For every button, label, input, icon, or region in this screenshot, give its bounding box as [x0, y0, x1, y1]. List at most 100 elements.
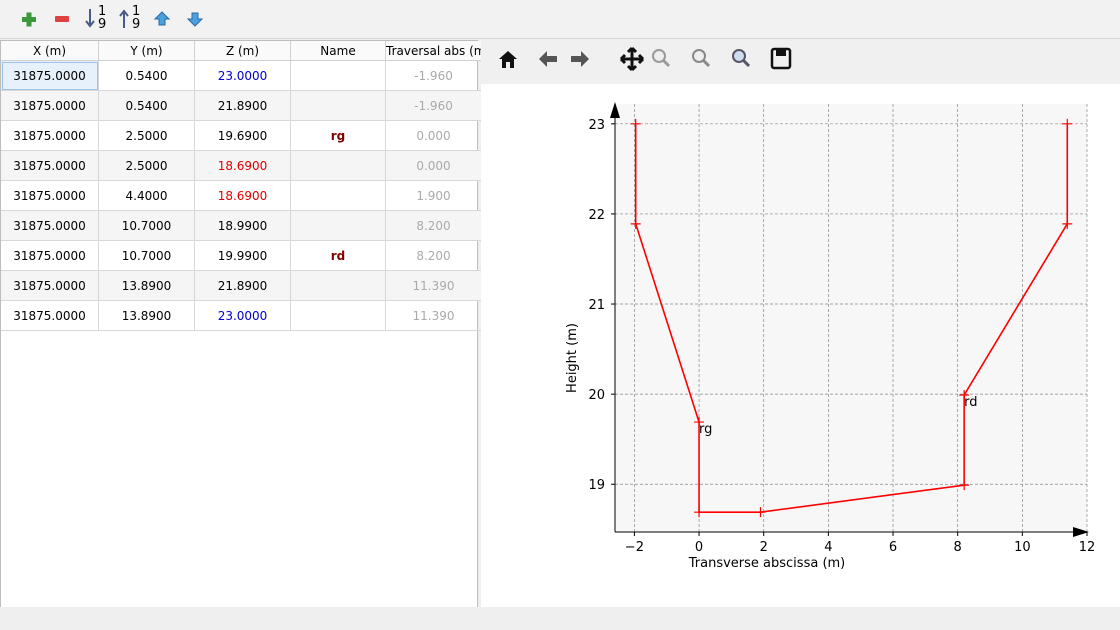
table-cell[interactable]: 11.390 — [385, 270, 482, 301]
table-cell[interactable]: 19.6900 — [194, 120, 291, 151]
table-panel: X (m) Y (m) Z (m) Name Traversal abs (m 31875… — [0, 40, 482, 608]
y-tick-label: 20 — [588, 388, 605, 403]
save-button[interactable] — [770, 47, 792, 70]
column-header[interactable]: Y (m) — [98, 41, 195, 61]
table-cell[interactable]: 0.5400 — [98, 60, 195, 91]
zoom-fit-button[interactable] — [732, 49, 751, 68]
pan-button[interactable] — [619, 46, 645, 72]
table-cell[interactable]: 0.000 — [385, 150, 482, 181]
back-button[interactable] — [539, 51, 557, 67]
table-cell[interactable]: 18.9900 — [194, 210, 291, 241]
table-cell[interactable]: 10.7000 — [98, 210, 195, 241]
y-tick-label: 21 — [588, 298, 605, 313]
table-row[interactable]: 31875.0000 13.8900 21.8900 11.390 — [1, 270, 482, 301]
x-tick-label: 4 — [824, 540, 832, 555]
point-marker — [1062, 218, 1073, 229]
table-row[interactable]: 31875.0000 10.7000 18.9900 8.200 — [1, 210, 482, 241]
table-cell[interactable] — [290, 90, 386, 121]
point-marker — [630, 218, 641, 229]
table-cell[interactable]: 23.0000 — [194, 300, 291, 331]
status-bar — [0, 607, 1120, 630]
move-down-button[interactable] — [186, 12, 204, 27]
table-cell[interactable]: 4.4000 — [98, 180, 195, 211]
zoom-button[interactable] — [652, 49, 671, 68]
remove-button[interactable] — [55, 16, 69, 22]
table-cell[interactable]: -1.960 — [385, 60, 482, 91]
svg-text:1: 1 — [98, 4, 106, 19]
column-header[interactable]: Traversal abs (m — [385, 41, 482, 61]
move-up-button[interactable] — [153, 11, 171, 26]
table-cell[interactable] — [290, 60, 386, 91]
table-cell[interactable]: 31875.0000 — [1, 240, 99, 271]
plot-area — [615, 104, 1087, 532]
x-tick-label: 6 — [889, 540, 897, 555]
column-header[interactable]: X (m) — [1, 41, 99, 61]
table-cell[interactable]: 11.390 — [385, 300, 482, 331]
table-cell[interactable]: 13.8900 — [98, 270, 195, 301]
svg-text:9: 9 — [132, 17, 140, 32]
y-tick-label: 23 — [588, 118, 605, 133]
column-header[interactable]: Z (m) — [194, 41, 291, 61]
table-cell[interactable]: 31875.0000 — [1, 150, 99, 181]
point-marker — [959, 390, 970, 401]
table-cell[interactable]: 31875.0000 — [1, 300, 99, 331]
table-cell[interactable] — [290, 150, 386, 181]
table-cell[interactable]: 31875.0000 — [1, 180, 99, 211]
x-tick-label: −2 — [625, 540, 644, 555]
table-cell[interactable]: 31875.0000 — [1, 60, 99, 91]
table-cell[interactable]: 8.200 — [385, 210, 482, 241]
sort-asc-button[interactable]: 19 — [85, 4, 106, 32]
table-cell[interactable]: 2.5000 — [98, 150, 195, 181]
table-cell[interactable]: 2.5000 — [98, 120, 195, 151]
sort-desc-button[interactable]: 19 — [119, 4, 140, 32]
table-cell[interactable]: 10.7000 — [98, 240, 195, 271]
x-tick-label: 12 — [1079, 540, 1096, 555]
home-button[interactable] — [499, 51, 517, 68]
table-row[interactable]: 31875.0000 10.7000 19.9900 rd 8.200 — [1, 240, 482, 271]
column-header[interactable]: Name — [290, 41, 386, 61]
forward-button[interactable] — [571, 51, 589, 67]
y-axis-arrow — [610, 102, 620, 118]
table-cell[interactable]: 13.8900 — [98, 300, 195, 331]
table-cell[interactable]: -1.960 — [385, 90, 482, 121]
table-cell[interactable] — [290, 210, 386, 241]
plot-toolbar — [481, 40, 1120, 84]
add-button[interactable] — [22, 12, 36, 27]
point-marker — [959, 480, 970, 491]
table-row[interactable]: 31875.0000 13.8900 23.0000 11.390 — [1, 300, 482, 331]
table-cell[interactable] — [290, 300, 386, 331]
table-cell[interactable]: 8.200 — [385, 240, 482, 271]
table-cell[interactable]: 18.6900 — [194, 180, 291, 211]
table-cell[interactable]: 21.8900 — [194, 270, 291, 301]
zoom-1-button[interactable] — [692, 49, 711, 68]
table-row[interactable]: 31875.0000 0.5400 21.8900 -1.960 — [1, 90, 482, 121]
table-cell[interactable]: 1.900 — [385, 180, 482, 211]
table-cell[interactable] — [290, 270, 386, 301]
table-cell[interactable]: 31875.0000 — [1, 120, 99, 151]
table-cell[interactable]: rg — [290, 120, 386, 151]
table-cell[interactable] — [290, 180, 386, 211]
table-row[interactable]: 31875.0000 2.5000 18.6900 0.000 — [1, 150, 482, 181]
table-cell[interactable]: 18.6900 — [194, 150, 291, 181]
toolbar-icons: 19 19 — [22, 4, 204, 32]
y-axis-label: Height (m) — [565, 323, 580, 393]
table-row[interactable]: 31875.0000 2.5000 19.6900 rg 0.000 — [1, 120, 482, 151]
point-marker — [694, 507, 705, 518]
table-cell[interactable]: 19.9900 — [194, 240, 291, 271]
table-cell[interactable]: 23.0000 — [194, 60, 291, 91]
table-cell[interactable]: rd — [290, 240, 386, 271]
x-axis-arrow — [1073, 527, 1089, 537]
table-cell[interactable]: 31875.0000 — [1, 90, 99, 121]
table-cell[interactable]: 31875.0000 — [1, 210, 99, 241]
point-marker — [630, 118, 641, 129]
table-row[interactable]: 31875.0000 4.4000 18.6900 1.900 — [1, 180, 482, 211]
plot-toolbar-icons — [499, 46, 792, 72]
x-tick-label: 8 — [954, 540, 962, 555]
table-cell[interactable]: 0.5400 — [98, 90, 195, 121]
table-cell[interactable]: 0.000 — [385, 120, 482, 151]
table-row[interactable]: 31875.0000 0.5400 23.0000 -1.960 — [1, 60, 482, 91]
table-cell[interactable]: 21.8900 — [194, 90, 291, 121]
table-cell[interactable]: 31875.0000 — [1, 270, 99, 301]
